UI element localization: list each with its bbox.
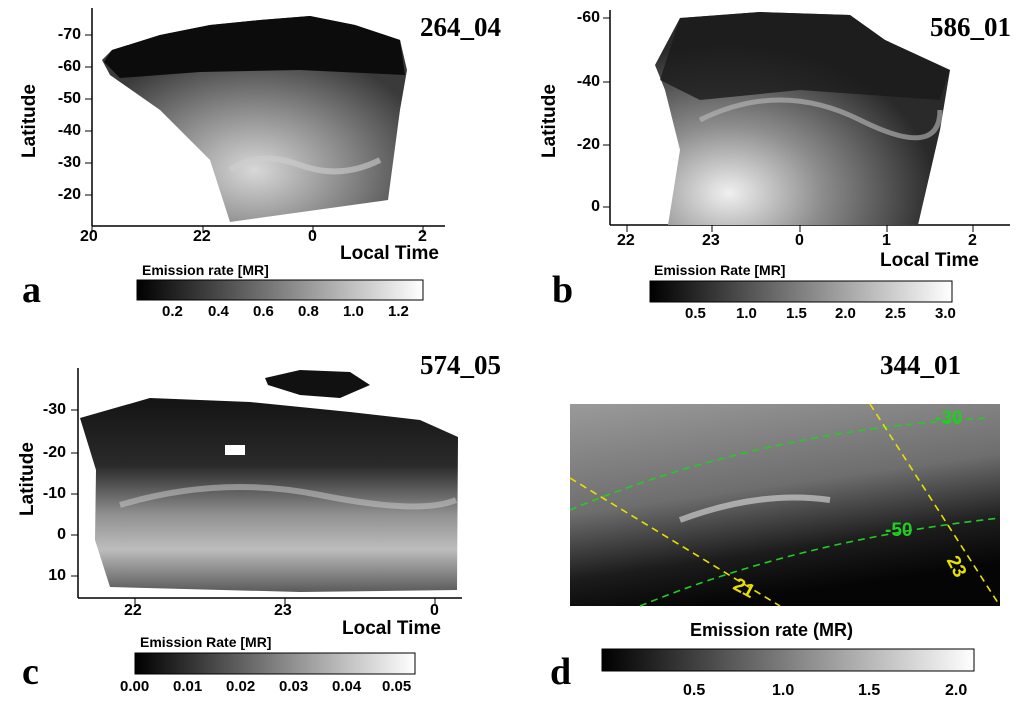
panel-a-colorbar-tick: 0.2 [162, 303, 183, 320]
panel-b-xtick: 0 [795, 232, 804, 249]
panel-a-xtick: 2 [418, 228, 427, 245]
panel-b-xlabel: Local Time [880, 250, 979, 271]
panel-a-colorbar-title: Emission rate [MR] [142, 262, 269, 278]
panel-c-ytick: -30 [42, 401, 66, 418]
panel-c-xtick: 0 [430, 602, 439, 619]
panel-b-letter: b [552, 269, 574, 311]
panel-d-image [570, 404, 1000, 606]
colorbar-d [601, 648, 975, 672]
panel-c-id: 574_05 [420, 350, 501, 380]
panel-c-colorbar-title: Emission Rate [MR] [140, 634, 272, 650]
panel-b-ytick: -40 [576, 73, 600, 90]
panel-a-image [102, 16, 407, 222]
panel-b-colorbar-tick: 2.0 [835, 305, 856, 322]
panel-a-letter: a [22, 269, 41, 311]
panel-a-ytick: -20 [57, 186, 81, 203]
panel-b-colorbar-title: Emission Rate [MR] [654, 262, 786, 278]
panel-b-xtick: 1 [882, 232, 891, 249]
panel-a-ytick: -30 [57, 154, 81, 171]
panel-a-ytick: -60 [57, 58, 81, 75]
panel-d-colorbar-tick: 0.5 [683, 682, 706, 699]
panel-a-xtick: 22 [193, 228, 211, 245]
panel-d-colorbar-tick: 2.0 [945, 682, 968, 699]
panel-d-id: 344_01 [880, 350, 961, 380]
panel-d-colorbar-tick: 1.0 [772, 682, 795, 699]
panel-b-xtick: 23 [702, 232, 720, 249]
panel-c-image [80, 370, 458, 592]
panel-c-ytick: -10 [42, 485, 66, 502]
panel-c-colorbar-tick: 0.01 [173, 678, 203, 695]
panel-c-colorbar-tick: 0.00 [120, 678, 150, 695]
panel-a-ytick: -40 [57, 122, 81, 139]
panel-a-colorbar-tick: 1.0 [343, 303, 364, 320]
panel-c-axes [71, 368, 462, 605]
panel-c-xlabel: Local Time [342, 618, 441, 639]
panel-b-id: 586_01 [930, 12, 1011, 42]
panel-a-colorbar-tick: 0.4 [208, 303, 229, 320]
panel-b-colorbar-tick: 1.0 [736, 305, 757, 322]
panel-c-letter: c [22, 651, 39, 693]
panel-b-ytick: 0 [591, 198, 600, 215]
panel-c-colorbar-tick: 0.04 [332, 678, 362, 695]
colorbar-b [649, 280, 953, 303]
panel-c-xtick: 23 [274, 602, 292, 619]
panel-d-grid-label: -30 [935, 408, 963, 429]
panel-c-colorbar-tick: 0.03 [279, 678, 309, 695]
colorbar-c [134, 652, 416, 675]
panel-d-grid-label: -50 [885, 520, 913, 541]
panel-b-colorbar-tick: 2.5 [885, 305, 906, 322]
panel-c-colorbar-tick: 0.02 [226, 678, 256, 695]
panel-b-ytick: -20 [576, 136, 600, 153]
panel-c-ytick: 0 [57, 526, 66, 543]
panel-c-ytick: -20 [42, 444, 66, 461]
panel-c-ytick: 10 [48, 567, 66, 584]
panel-a-xtick: 0 [308, 228, 317, 245]
panel-a-ytick: -70 [57, 26, 81, 43]
panel-a-colorbar-tick: 0.6 [253, 303, 274, 320]
panel-a-xtick: 20 [80, 228, 98, 245]
panel-d-grid [569, 403, 1001, 607]
panel-b-ylabel: Latitude [539, 84, 560, 158]
panel-b-image [655, 12, 950, 225]
panel-b-xtick: 2 [968, 232, 977, 249]
colorbar-a [136, 279, 424, 301]
panel-c-colorbar-tick: 0.05 [382, 678, 412, 695]
panel-b-xtick: 22 [617, 232, 635, 249]
panel-c-xtick: 22 [124, 602, 142, 619]
panel-a-id: 264_04 [420, 12, 501, 42]
panel-a-colorbar-tick: 0.8 [298, 303, 319, 320]
panel-d-colorbar-tick: 1.5 [858, 682, 881, 699]
panel-b-ytick: -60 [576, 9, 600, 26]
panel-b-colorbar-tick: 0.5 [685, 305, 706, 322]
panel-a-xlabel: Local Time [340, 243, 439, 264]
panel-a-ytick: -50 [57, 90, 81, 107]
panel-a-colorbar-tick: 1.2 [388, 303, 409, 320]
panel-d-colorbar-title: Emission rate (MR) [690, 620, 854, 640]
panel-a-axes [85, 8, 445, 233]
panel-a-ylabel: Latitude [19, 84, 40, 158]
panel-b-colorbar-tick: 1.5 [786, 305, 807, 322]
panel-b-colorbar-tick: 3.0 [935, 305, 956, 322]
panel-d-letter: d [550, 651, 572, 693]
